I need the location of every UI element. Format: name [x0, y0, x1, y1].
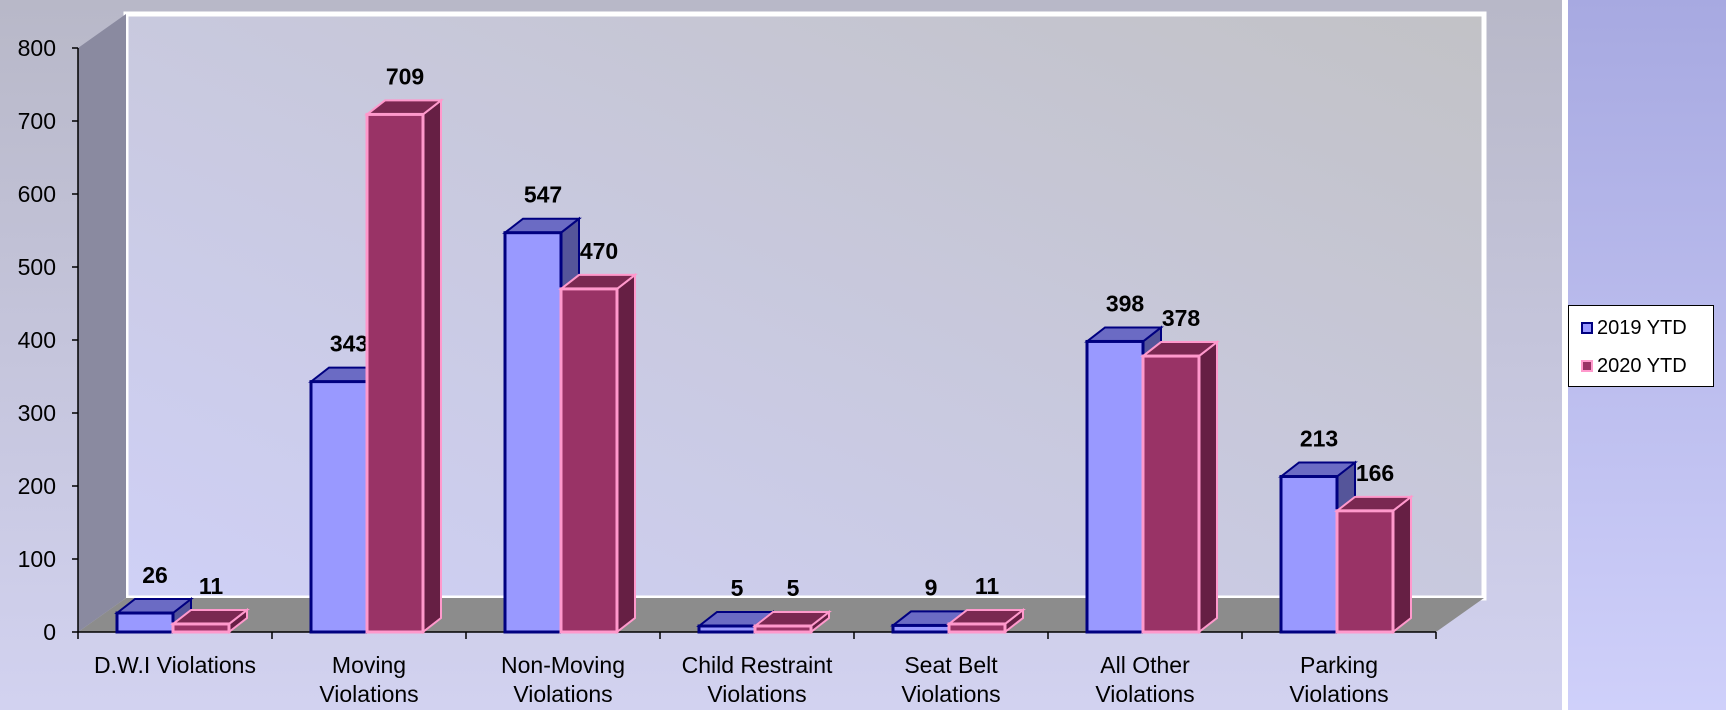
bar-2020-6-value-label: 166 [1356, 460, 1394, 486]
x-category-label: Child Restraint [682, 652, 833, 678]
y-tick-label: 100 [18, 546, 56, 572]
bar-2019-3-value-label: 5 [731, 575, 744, 601]
y-tick-label: 200 [18, 473, 56, 499]
bar-2019-4-front [891, 623, 951, 634]
x-category-label: Violations [901, 681, 1000, 707]
bar-2020-2-side [616, 272, 636, 635]
x-category-label: All Other [1100, 652, 1190, 678]
bar-2020-1-side [422, 98, 442, 635]
bar-2020-2-front [559, 287, 619, 634]
bar-2019-2-value-label: 547 [524, 182, 562, 208]
x-category-label: Violations [707, 681, 806, 707]
bar-2020-2-value-label: 470 [580, 238, 618, 264]
y-tick-label: 0 [43, 619, 56, 645]
bar-2020-3-value-label: 5 [787, 575, 800, 601]
bar-2020-3-front [753, 624, 813, 634]
legend-label-2019: 2019 YTD [1597, 317, 1687, 339]
bar-2019-3-front [697, 624, 757, 634]
x-category-label: Violations [1289, 681, 1388, 707]
legend-swatch-2020 [1581, 360, 1593, 372]
strip-divider [1562, 0, 1568, 710]
bar-2020-6-front [1335, 509, 1395, 634]
bar-2019-1-front [309, 380, 369, 634]
x-category-label: Seat Belt [904, 652, 998, 678]
x-category-label: Violations [1095, 681, 1194, 707]
x-category-label: Violations [319, 681, 418, 707]
y-tick-label: 500 [18, 254, 56, 280]
y-tick-label: 800 [18, 35, 56, 61]
bar-2020-1-front [365, 112, 425, 634]
bar-2019-2-front [503, 231, 563, 634]
bar-2020-4-front [947, 622, 1007, 634]
bar-2020-5-front [1141, 354, 1201, 634]
bar-2019-1-value-label: 343 [330, 331, 368, 357]
y-tick-label: 700 [18, 108, 56, 134]
bar-2019-6-value-label: 213 [1300, 426, 1338, 452]
bar-2019-6-front [1279, 475, 1339, 634]
y-tick-label: 300 [18, 400, 56, 426]
y-tick-label: 600 [18, 181, 56, 207]
legend-item-2020: 2020 YTD [1581, 354, 1687, 378]
bar-2019-0-value-label: 26 [142, 562, 168, 588]
bar-2019-4-value-label: 9 [925, 574, 938, 600]
bar-2020-4-value-label: 11 [975, 573, 1000, 599]
y-tick-label: 400 [18, 327, 56, 353]
bar-2020-5-side [1198, 340, 1218, 635]
legend-swatch-2019 [1581, 322, 1593, 334]
bar-2020-5-value-label: 378 [1162, 305, 1201, 331]
x-category-label: Non-Moving [501, 652, 625, 678]
x-category-label: Violations [513, 681, 612, 707]
side-wall [78, 14, 126, 632]
x-category-label: Parking [1300, 652, 1378, 678]
bar-2019-5-value-label: 398 [1106, 290, 1145, 316]
bar-2020-0-front [171, 622, 231, 634]
bar-2020-0-value-label: 11 [199, 573, 224, 599]
bar-2019-5-front [1085, 339, 1145, 634]
x-category-label: D.W.I Violations [94, 652, 256, 678]
legend: 2019 YTD 2020 YTD [1568, 305, 1714, 387]
bar-2020-1-value-label: 709 [386, 63, 424, 89]
bar-2020-6-side [1392, 494, 1412, 635]
bar-2019-0-front [115, 611, 175, 634]
x-category-label: Moving [332, 652, 406, 678]
legend-label-2020: 2020 YTD [1597, 355, 1687, 377]
legend-item-2019: 2019 YTD [1581, 316, 1687, 340]
